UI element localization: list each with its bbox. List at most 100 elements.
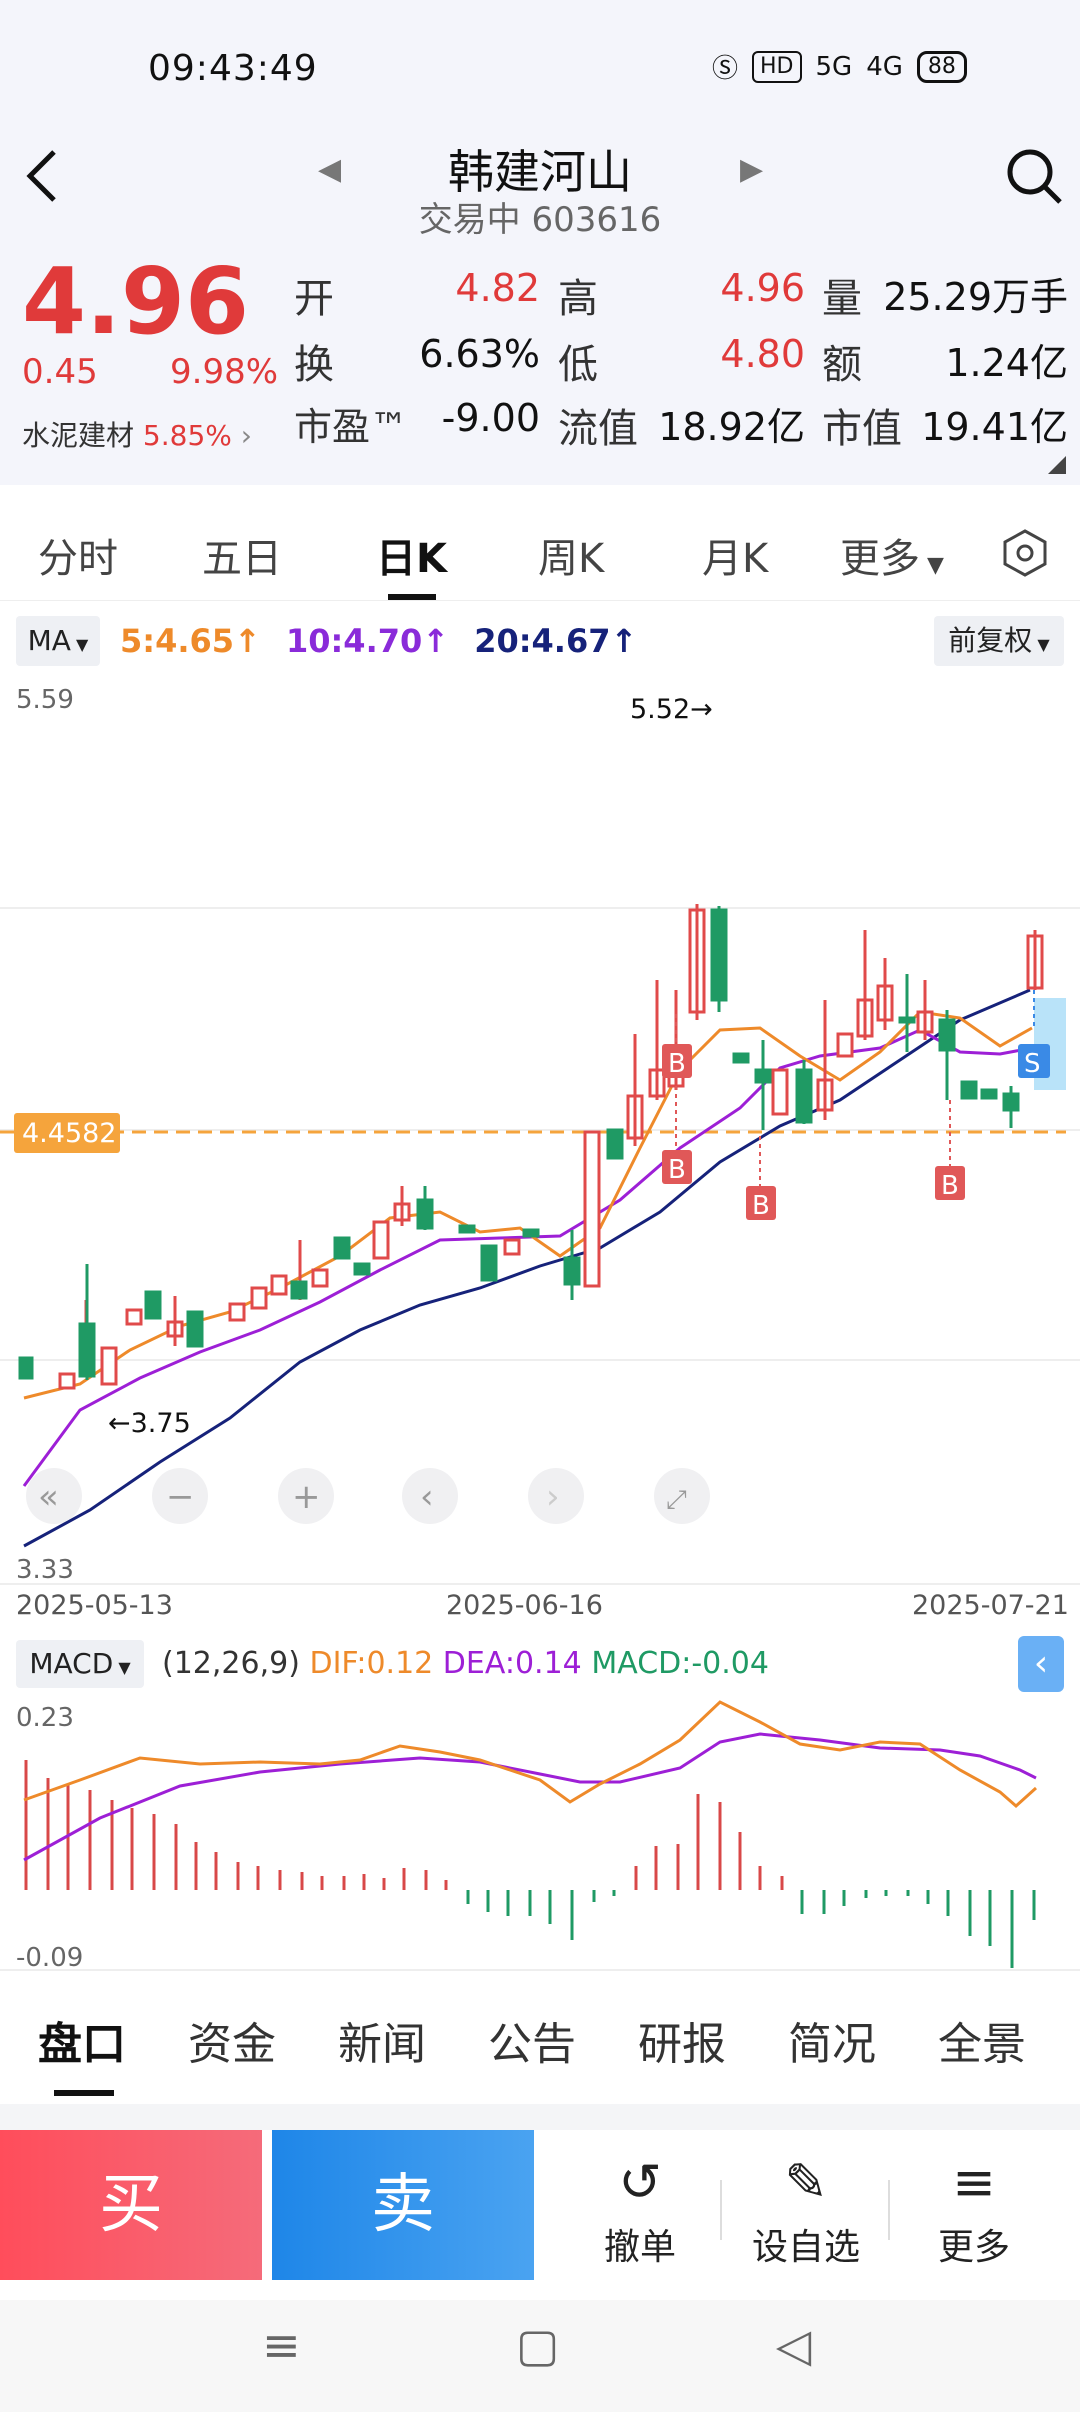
volume-value: 25.29万手 bbox=[883, 275, 1068, 319]
cancel-order-label: 撤单 bbox=[603, 2227, 676, 2268]
collapse-panel-button[interactable]: ‹ bbox=[1018, 1636, 1064, 1692]
price-change-pct: 9.98% bbox=[170, 352, 279, 392]
price-adjust-button[interactable]: 前复权 ▼ bbox=[934, 616, 1064, 666]
ma20-value: 20:4.67 bbox=[474, 622, 611, 660]
chart-controls: « − + ‹ › ⤢ bbox=[26, 1468, 710, 1524]
tab-profile[interactable]: 简况 bbox=[788, 2019, 876, 2070]
macd-legend: (12,26,9) DIF:0.12 DEA:0.14 MACD:-0.04 bbox=[162, 1646, 769, 1681]
adjust-label: 前复权 bbox=[948, 624, 1033, 657]
y-axis-bottom-label: 3.33 bbox=[16, 1555, 74, 1585]
macd-indicator-button[interactable]: MACD ▼ bbox=[16, 1640, 144, 1688]
date-label-start: 2025-05-13 bbox=[16, 1590, 173, 1621]
scroll-left-button[interactable] bbox=[402, 1468, 458, 1524]
prev-stock-icon[interactable]: ◀ bbox=[318, 152, 342, 187]
battery-icon: 88 bbox=[916, 50, 967, 83]
menu-nav-icon[interactable]: ≡ bbox=[262, 2318, 301, 2372]
plus-icon: + bbox=[292, 1477, 321, 1517]
more-label: 更多 bbox=[937, 2227, 1010, 2268]
scroll-right-button[interactable] bbox=[528, 1468, 584, 1524]
ma-indicator-button[interactable]: MA ▼ bbox=[16, 616, 100, 666]
zoom-out-max-button[interactable] bbox=[26, 1468, 82, 1524]
stock-status-code: 交易中 603616 bbox=[418, 200, 662, 240]
macd-params: (12,26,9) bbox=[162, 1646, 300, 1681]
svg-text:B: B bbox=[752, 1191, 770, 1221]
date-label-mid: 2025-06-16 bbox=[446, 1590, 603, 1621]
tab-monthly-k[interactable]: 月K bbox=[702, 536, 769, 582]
signal-5g-icon: 5G bbox=[815, 51, 853, 82]
ma5-line bbox=[23, 1010, 1033, 1400]
tab-news[interactable]: 新闻 bbox=[338, 2019, 426, 2070]
buy-marker[interactable]: B bbox=[746, 1136, 776, 1221]
tab-capital[interactable]: 资金 bbox=[188, 2019, 276, 2070]
zoom-in-button[interactable] bbox=[278, 1468, 334, 1524]
active-tab-indicator bbox=[54, 2090, 114, 2096]
macd-dea-line bbox=[23, 1732, 1037, 1862]
tab-weekly-k[interactable]: 周K bbox=[538, 536, 605, 582]
tab-five-day[interactable]: 五日 bbox=[202, 536, 282, 582]
chevron-right-icon: › bbox=[240, 419, 252, 452]
zoom-out-button[interactable] bbox=[152, 1468, 208, 1524]
ma5-value: 5:4.65 bbox=[120, 622, 235, 660]
settings-hex-icon[interactable] bbox=[1000, 528, 1050, 578]
macd-bars-positive bbox=[24, 1760, 784, 1890]
candles bbox=[18, 904, 1044, 1390]
high-price-label: 5.52→ bbox=[630, 694, 713, 725]
search-icon[interactable] bbox=[1004, 146, 1064, 206]
caret-down-icon: ▼ bbox=[113, 1658, 131, 1677]
tab-more[interactable]: 更多 ▼ bbox=[840, 526, 944, 584]
left-arrow-icon: ← bbox=[108, 1408, 131, 1439]
sector-name: 水泥建材 bbox=[22, 419, 135, 452]
add-watchlist-button[interactable]: ✎ 设自选 bbox=[736, 2148, 876, 2270]
more-button[interactable]: ≡ 更多 bbox=[904, 2148, 1044, 2270]
market-cap-label: 市值 bbox=[822, 406, 902, 452]
sell-marker[interactable]: S bbox=[1018, 990, 1066, 1090]
macd-button-label: MACD bbox=[29, 1647, 114, 1680]
buy-marker[interactable]: B bbox=[662, 1086, 692, 1185]
expand-corner-icon[interactable] bbox=[1048, 456, 1066, 474]
tab-intraday[interactable]: 分时 bbox=[38, 536, 118, 582]
chevron-left-icon: ‹ bbox=[1033, 1643, 1049, 1684]
next-stock-icon[interactable]: ▶ bbox=[740, 152, 764, 187]
high-value: 4.96 bbox=[720, 266, 805, 310]
edit-icon: ✎ bbox=[784, 2153, 828, 2213]
volume-label: 量 bbox=[822, 276, 862, 322]
tab-announcements[interactable]: 公告 bbox=[488, 2019, 576, 2070]
macd-y-bottom: -0.09 bbox=[16, 1943, 83, 1972]
caret-down-icon: ▼ bbox=[920, 553, 944, 578]
tab-daily-k[interactable]: 日K bbox=[376, 536, 447, 582]
fullscreen-button[interactable] bbox=[654, 1468, 710, 1524]
right-arrow-icon: → bbox=[690, 694, 713, 725]
buy-marker[interactable]: B bbox=[935, 1100, 965, 1201]
kline-chart[interactable]: 5.59 3.33 4.4582 bbox=[0, 680, 1080, 1660]
buy-button[interactable]: 买 bbox=[0, 2130, 262, 2280]
shield-icon: Ⓢ bbox=[712, 54, 739, 84]
cancel-order-button[interactable]: ↺ 撤单 bbox=[570, 2148, 710, 2270]
open-label: 开 bbox=[294, 276, 334, 322]
system-nav-bar bbox=[0, 2300, 1080, 2412]
home-nav-icon[interactable]: ▢ bbox=[516, 2318, 560, 2372]
tab-order-book[interactable]: 盘口 bbox=[38, 2019, 126, 2070]
turnover-label: 换 bbox=[294, 342, 334, 388]
hd-icon: HD bbox=[752, 50, 802, 83]
tab-research[interactable]: 研报 bbox=[638, 2019, 726, 2070]
status-icons: Ⓢ HD 5G 4G 88 bbox=[712, 48, 967, 85]
svg-text:B: B bbox=[668, 1155, 686, 1185]
fullscreen-icon: ⤢ bbox=[666, 1485, 687, 1515]
turnover-value: 6.63% bbox=[419, 332, 540, 376]
info-tabs bbox=[0, 1972, 1080, 2104]
sector-link[interactable]: 水泥建材 5.85% › bbox=[22, 414, 252, 454]
caret-down-icon: ▼ bbox=[70, 635, 89, 654]
float-cap-value: 18.92亿 bbox=[658, 405, 805, 449]
back-arrow-icon[interactable] bbox=[22, 146, 62, 206]
quote-panel bbox=[0, 255, 1080, 485]
sell-button[interactable]: 卖 bbox=[272, 2130, 534, 2280]
price-change: 0.45 bbox=[22, 352, 98, 392]
tab-overview[interactable]: 全景 bbox=[938, 2019, 1026, 2070]
macd-chart[interactable]: 0.23 -0.09 bbox=[0, 1700, 1080, 1972]
macd-bars-negative bbox=[466, 1890, 1036, 1968]
back-nav-icon[interactable]: ◁ bbox=[776, 2318, 812, 2372]
ma-button-label: MA bbox=[27, 624, 71, 657]
signal-4g-icon: 4G bbox=[866, 51, 903, 82]
buy-marker[interactable]: B bbox=[662, 1014, 692, 1079]
svg-text:B: B bbox=[668, 1049, 686, 1079]
